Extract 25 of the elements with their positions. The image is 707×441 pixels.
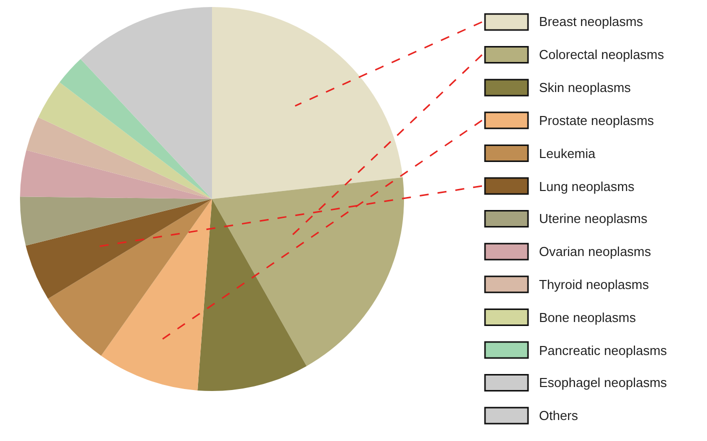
pie-slice (212, 177, 404, 366)
legend-label: Esophagel neoplasms (539, 375, 668, 390)
pie-slice (20, 150, 212, 199)
pie-slice (26, 199, 212, 299)
legend-label: Others (539, 408, 579, 423)
legend-label: Leukemia (539, 146, 596, 161)
pie-slice (212, 7, 403, 199)
pie-slice (20, 196, 212, 246)
pie-slice (48, 199, 212, 356)
legend-label: Prostate neoplasms (539, 113, 654, 128)
pie-slice (198, 199, 307, 391)
legend-label: Colorectal neoplasms (539, 47, 665, 62)
legend-label: Uterine neoplasms (539, 211, 648, 226)
legend-label: Pancreatic neoplasms (539, 343, 668, 358)
pie-slice (101, 199, 212, 390)
legend-label: Breast neoplasms (539, 14, 644, 29)
pie-slice (38, 82, 212, 199)
legend-label: Lung neoplasms (539, 179, 635, 194)
legend-label: Bone neoplasms (539, 310, 636, 325)
legend-label: Skin neoplasms (539, 80, 632, 95)
pie-slice (26, 117, 212, 199)
legend-label: Ovarian neoplasms (539, 244, 652, 259)
pie-slice (80, 7, 212, 199)
legend-label: Thyroid neoplasms (539, 277, 650, 292)
pie-slice (60, 59, 212, 199)
